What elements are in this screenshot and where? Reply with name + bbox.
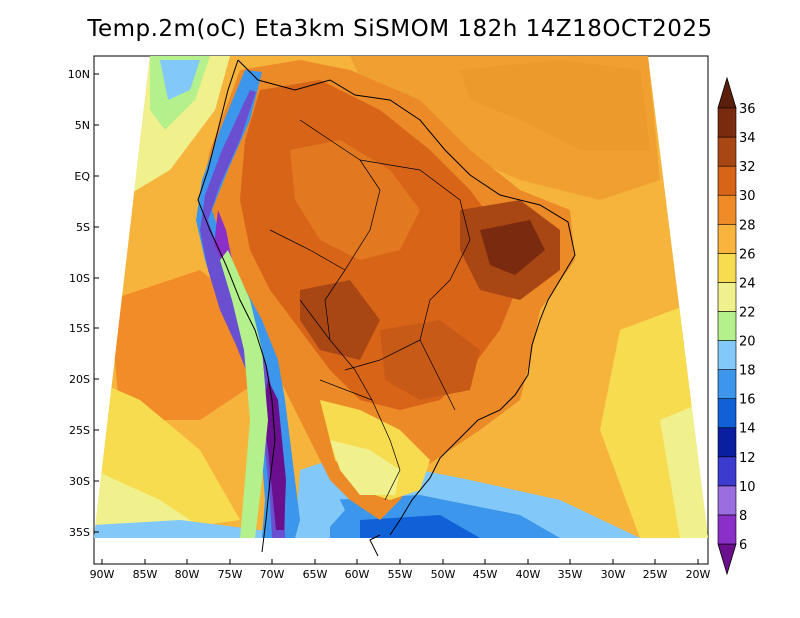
lat-label: 5S [76, 221, 90, 234]
lon-axis: 90W 85W 80W 75W 70W 65W 60W 55W 50W 45W … [90, 559, 711, 581]
colorbar-label: 6 [739, 538, 747, 553]
colorbar-swatch [717, 485, 737, 516]
lat-label: 35S [69, 526, 90, 539]
lon-label: 50W [431, 568, 456, 581]
lon-label: 25W [643, 568, 668, 581]
lat-label: EQ [74, 170, 90, 183]
colorbar-swatch [717, 253, 737, 283]
lon-label: 45W [473, 568, 498, 581]
colorbar-swatch [717, 282, 737, 312]
colorbar-label: 16 [739, 393, 756, 408]
colorbar-swatch [717, 194, 737, 225]
lon-label: 85W [133, 568, 158, 581]
lat-label: 5N [75, 119, 90, 132]
lat-label: 10S [69, 272, 90, 285]
lon-label: 20W [686, 568, 711, 581]
lon-label: 40W [516, 568, 541, 581]
lon-label: 90W [90, 568, 115, 581]
lat-label: 10N [68, 68, 90, 81]
colorbar-label: 30 [739, 189, 756, 204]
lon-label: 75W [218, 568, 243, 581]
colorbar-label: 26 [739, 247, 756, 262]
lon-label: 55W [388, 568, 413, 581]
colorbar-swatch [717, 340, 737, 370]
lon-label: 35W [558, 568, 583, 581]
colorbar-max-triangle [717, 76, 737, 109]
country-borders [269, 119, 471, 501]
colorbar-swatch [717, 165, 737, 196]
colorbar-label: 36 [739, 102, 756, 117]
colorbar-swatch [717, 369, 737, 399]
colorbar-label: 18 [739, 364, 756, 379]
map-title: Temp.2m(oC) Eta3km SiSMOM 182h 14Z18OCT2… [87, 16, 713, 42]
colorbar-swatch [717, 514, 737, 545]
lat-label: 15S [69, 322, 90, 335]
colorbar-label: 32 [739, 160, 756, 175]
lon-label: 80W [175, 568, 200, 581]
colorbar-swatch [717, 456, 737, 487]
colorbar-label: 34 [739, 131, 756, 146]
lat-axis: 10N 5N EQ 5S 10S 15S 20S 25S 30S 35S [68, 68, 99, 539]
lat-label: 25S [69, 424, 90, 437]
colorbar-label: 28 [739, 218, 756, 233]
lon-label: 70W [260, 568, 285, 581]
colorbar-swatch [717, 398, 737, 429]
colorbar: 6 8 10 12 14 16 18 20 22 24 26 28 30 32 34 36 [717, 76, 756, 576]
colorbar-swatch [717, 223, 737, 254]
colorbar-label: 12 [739, 451, 756, 466]
colorbar-label: 14 [739, 422, 756, 437]
lat-label: 20S [69, 373, 90, 386]
coastline [197, 59, 576, 557]
temperature-field [94, 56, 708, 538]
colorbar-swatch [717, 311, 737, 341]
colorbar-label: 10 [739, 480, 756, 495]
lat-label: 30S [69, 475, 90, 488]
colorbar-label: 22 [739, 305, 756, 320]
colorbar-label: 8 [739, 509, 747, 524]
colorbar-label: 20 [739, 335, 756, 350]
colorbar-swatch [717, 136, 737, 167]
lon-label: 60W [345, 568, 370, 581]
lon-label: 65W [303, 568, 328, 581]
colorbar-swatch [717, 107, 737, 138]
lon-label: 30W [601, 568, 626, 581]
colorbar-min-triangle [717, 543, 737, 576]
colorbar-label: 24 [739, 276, 756, 291]
colorbar-swatch [717, 427, 737, 458]
